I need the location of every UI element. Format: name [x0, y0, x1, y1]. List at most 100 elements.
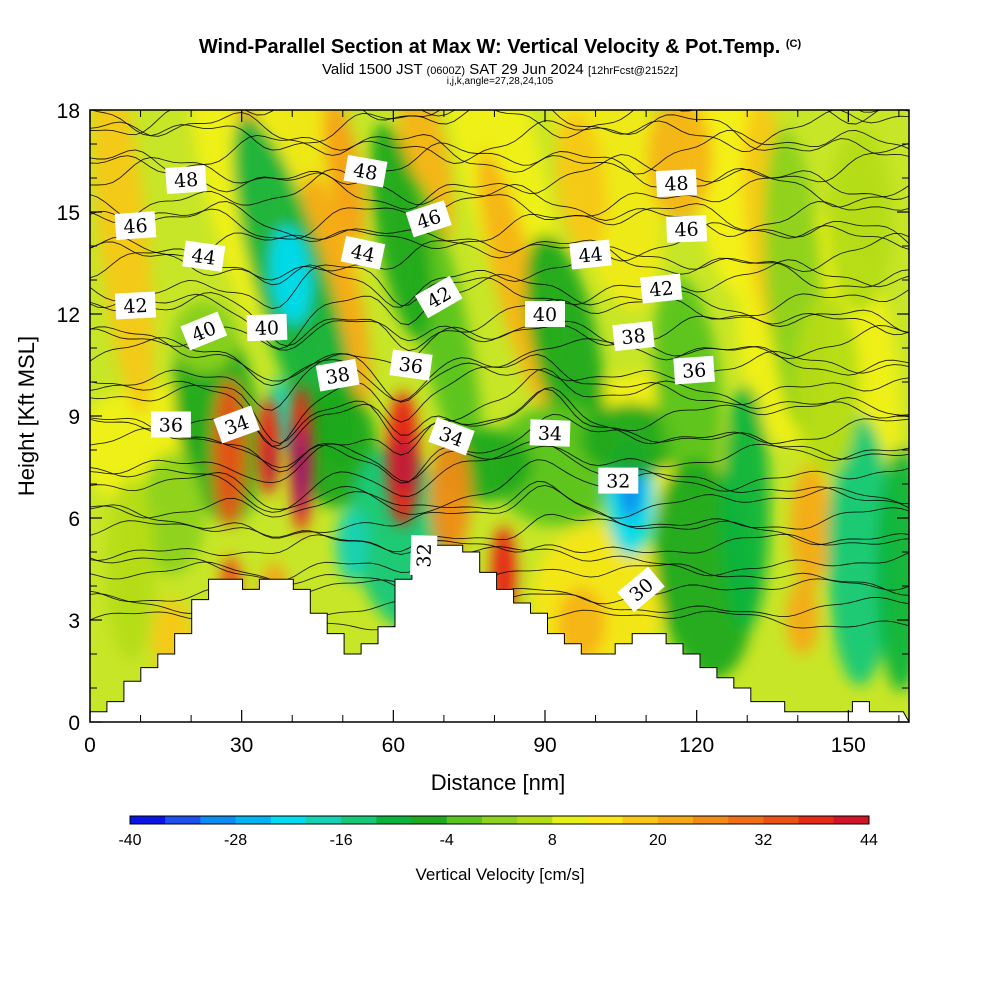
chart-title: Wind-Parallel Section at Max W: Vertical…: [0, 36, 1000, 59]
colorbar-swatch: [728, 816, 764, 824]
theta-label-text: 40: [255, 317, 280, 340]
theta-label-text: 32: [413, 543, 436, 568]
theta-label-text: 44: [577, 243, 603, 267]
colorbar-swatch: [833, 816, 870, 824]
theta-contour-line: [90, 387, 909, 473]
theta-label-text: 34: [538, 423, 563, 446]
x-tick-label: 120: [679, 734, 714, 757]
colorbar-swatch: [622, 816, 659, 824]
theta-contour-line: [90, 484, 909, 539]
colorbar-swatch: [305, 816, 342, 824]
theta-contour-line: [90, 440, 909, 513]
theta-label: 44: [182, 240, 226, 272]
colorbar-swatch: [235, 816, 272, 824]
theta-contour-line: [90, 480, 909, 519]
colorbar-tick-label: 8: [548, 832, 557, 849]
theta-label: 48: [165, 165, 207, 195]
theta-contour-line: [90, 443, 909, 484]
theta-contour-line: [90, 337, 909, 402]
theta-contour-line: [90, 221, 909, 262]
y-tick-label: 0: [68, 712, 80, 735]
velocity-shade: [827, 128, 893, 312]
theta-contour-line: [90, 353, 909, 447]
theta-label-text: 38: [620, 325, 646, 349]
y-tick-label: 3: [68, 610, 80, 633]
theta-label-box: [529, 419, 571, 447]
theta-label: 36: [673, 355, 715, 385]
theta-contour-line: [90, 232, 909, 281]
theta-label-text: 42: [648, 277, 674, 301]
velocity-shade: [720, 385, 770, 631]
y-tick-label: 9: [68, 406, 80, 429]
colorbar-swatch: [200, 816, 237, 824]
theta-label-box: [598, 467, 639, 494]
theta-label-box: [213, 405, 260, 444]
theta-label: 40: [525, 301, 565, 327]
colorbar-title: Vertical Velocity [cm/s]: [415, 865, 584, 884]
theta-label-box: [569, 239, 612, 270]
x-tick-label: 60: [382, 734, 405, 757]
theta-label-box: [525, 301, 565, 327]
theta-label-text: 48: [664, 172, 689, 195]
theta-label: 40: [246, 313, 288, 342]
theta-contour-line: [90, 273, 909, 350]
chart-title-units: (C): [785, 38, 802, 50]
colorbar-swatch: [657, 816, 694, 824]
colorbar-swatch: [481, 816, 518, 824]
theta-contour-line: [90, 111, 909, 164]
theta-label: 46: [114, 211, 157, 240]
colorbar-tick-label: 44: [860, 832, 878, 849]
theta-contour-line: [90, 183, 909, 240]
theta-contour-line: [90, 142, 909, 193]
velocity-shade: [555, 110, 608, 257]
colorbar-swatch: [517, 816, 553, 824]
theta-label-text: 44: [190, 245, 217, 270]
theta-label-box: [640, 273, 683, 304]
theta-label-text: 48: [352, 159, 380, 185]
theta-contour-line: [90, 320, 909, 382]
chart-title-text: Wind-Parallel Section at Max W: Vertical…: [198, 36, 781, 58]
theta-label-box: [182, 240, 226, 272]
theta-label: 36: [389, 349, 433, 381]
theta-contour-line: [90, 533, 909, 561]
velocity-shade: [335, 507, 369, 582]
colorbar-swatch: [130, 816, 166, 824]
colorbar-frame: [129, 815, 870, 825]
colorbar-swatch: [270, 816, 307, 824]
theta-label: 44: [340, 235, 386, 270]
valid-time: Valid 1500 JST: [322, 61, 423, 78]
theta-label-box: [409, 534, 438, 576]
valid-date: SAT 29 Jun 2024: [469, 61, 584, 78]
theta-label-box: [673, 355, 715, 385]
x-tick-label: 0: [84, 734, 96, 757]
theta-contour-line: [90, 413, 909, 484]
theta-contour-line: [90, 513, 909, 553]
theta-contour-line: [90, 50, 909, 106]
y-tick-label: 18: [57, 100, 80, 123]
colorbar-swatch: [763, 816, 800, 824]
theta-label: 42: [640, 273, 683, 304]
theta-contour-line: [90, 290, 909, 352]
y-tick-label: 12: [57, 304, 80, 327]
theta-label-text: 36: [159, 415, 183, 437]
colorbar-swatch: [552, 816, 588, 824]
colorbar-swatch: [341, 816, 377, 824]
colorbar-tick-label: -28: [224, 832, 247, 849]
velocity-shade: [139, 452, 205, 576]
velocity-shade: [790, 464, 832, 588]
colorbar: -40 -28 -16 -4 8 20 32 44: [118, 815, 878, 849]
velocity-shade: [429, 434, 471, 557]
theta-label-box: [666, 215, 707, 243]
theta-contour-line: [90, 201, 909, 250]
x-tick-label: 90: [533, 734, 556, 757]
theta-label: 34: [428, 417, 475, 456]
colorbar-tick-label: -16: [330, 832, 353, 849]
theta-label-text: 42: [123, 295, 148, 318]
colorbar-tick-label: -40: [118, 832, 141, 849]
theta-contour-line: [90, 368, 909, 445]
theta-contour-line: [90, 309, 909, 351]
theta-contour-line: [90, 110, 909, 152]
velocity-shade: [370, 123, 433, 341]
theta-label-text: 36: [397, 353, 424, 378]
